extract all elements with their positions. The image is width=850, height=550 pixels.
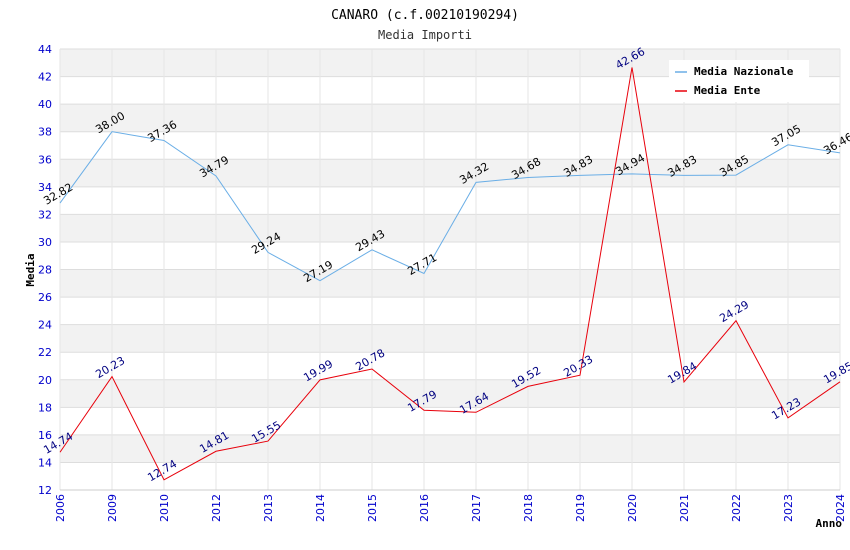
x-tick-label: 2017 xyxy=(470,494,483,522)
x-tick-label: 2012 xyxy=(210,494,223,522)
x-tick-label: 2006 xyxy=(54,494,67,522)
y-tick-label: 12 xyxy=(38,484,52,497)
grid-bands xyxy=(60,49,840,490)
x-tick-label: 2022 xyxy=(730,494,743,522)
grid-band xyxy=(60,297,840,325)
grid-band xyxy=(60,324,840,353)
grid-band xyxy=(60,131,840,160)
y-tick-label: 40 xyxy=(38,98,52,111)
y-tick-label: 44 xyxy=(38,43,52,56)
y-tick-label: 24 xyxy=(38,319,52,332)
x-tick-label: 2009 xyxy=(106,494,119,522)
grid-band xyxy=(60,434,840,463)
grid-band xyxy=(60,407,840,435)
legend-label-media-ente: Media Ente xyxy=(694,84,761,97)
y-tick-label: 22 xyxy=(38,346,52,359)
y-tick-label: 30 xyxy=(38,236,52,249)
x-tick-label: 2016 xyxy=(418,494,431,522)
y-axis-label: Media xyxy=(24,253,37,286)
x-tick-label: 2021 xyxy=(678,494,691,522)
chart-title: CANARO (c.f.00210190294) xyxy=(331,8,519,23)
grid-lines xyxy=(59,48,841,491)
legend-label-media-nazionale: Media Nazionale xyxy=(694,65,794,78)
legend-box xyxy=(669,60,809,102)
grid-band xyxy=(60,462,840,490)
grid-band xyxy=(60,379,840,408)
x-tick-label: 2013 xyxy=(262,494,275,522)
series-lines xyxy=(59,67,841,481)
y-tick-label: 32 xyxy=(38,208,52,221)
y-tick-label: 16 xyxy=(38,429,52,442)
x-axis-label: Anno xyxy=(816,517,843,530)
grid-band xyxy=(60,159,840,187)
x-tick-label: 2010 xyxy=(158,494,171,522)
x-tick-label: 2015 xyxy=(366,494,379,522)
y-tick-label: 18 xyxy=(38,401,52,414)
x-tick-label: 2018 xyxy=(522,494,535,522)
y-tick-label: 26 xyxy=(38,291,52,304)
x-tick-label: 2019 xyxy=(574,494,587,522)
y-tick-label: 14 xyxy=(38,456,52,469)
grid-band xyxy=(60,352,840,380)
x-tick-labels: 2006 2009 2010 2012 2013 2014 2015 2016 2017 2018… xyxy=(54,494,847,522)
legend: Media Nazionale Media Ente xyxy=(669,60,809,102)
y-tick-label: 20 xyxy=(38,374,52,387)
y-tick-label: 28 xyxy=(38,264,52,277)
grid-band xyxy=(60,269,840,298)
x-tick-label: 2014 xyxy=(314,494,327,522)
series-line-media-ente xyxy=(59,67,841,481)
y-tick-label: 42 xyxy=(38,71,52,84)
x-tick-label: 2024 xyxy=(834,494,847,522)
x-tick-label: 2020 xyxy=(626,494,639,522)
y-tick-label: 36 xyxy=(38,153,52,166)
series-line-media-nazionale xyxy=(59,131,841,282)
grid-band xyxy=(60,241,840,270)
grid-band xyxy=(60,104,840,132)
y-tick-labels: 12 14 16 18 20 22 24 26 28 30 32 34 36 38 40 42 44 xyxy=(38,43,52,497)
y-tick-label: 38 xyxy=(38,126,52,139)
grid-band xyxy=(60,186,840,215)
x-tick-label: 2023 xyxy=(782,494,795,522)
chart-subtitle: Media Importi xyxy=(378,28,472,42)
y-tick-label: 34 xyxy=(38,181,52,194)
